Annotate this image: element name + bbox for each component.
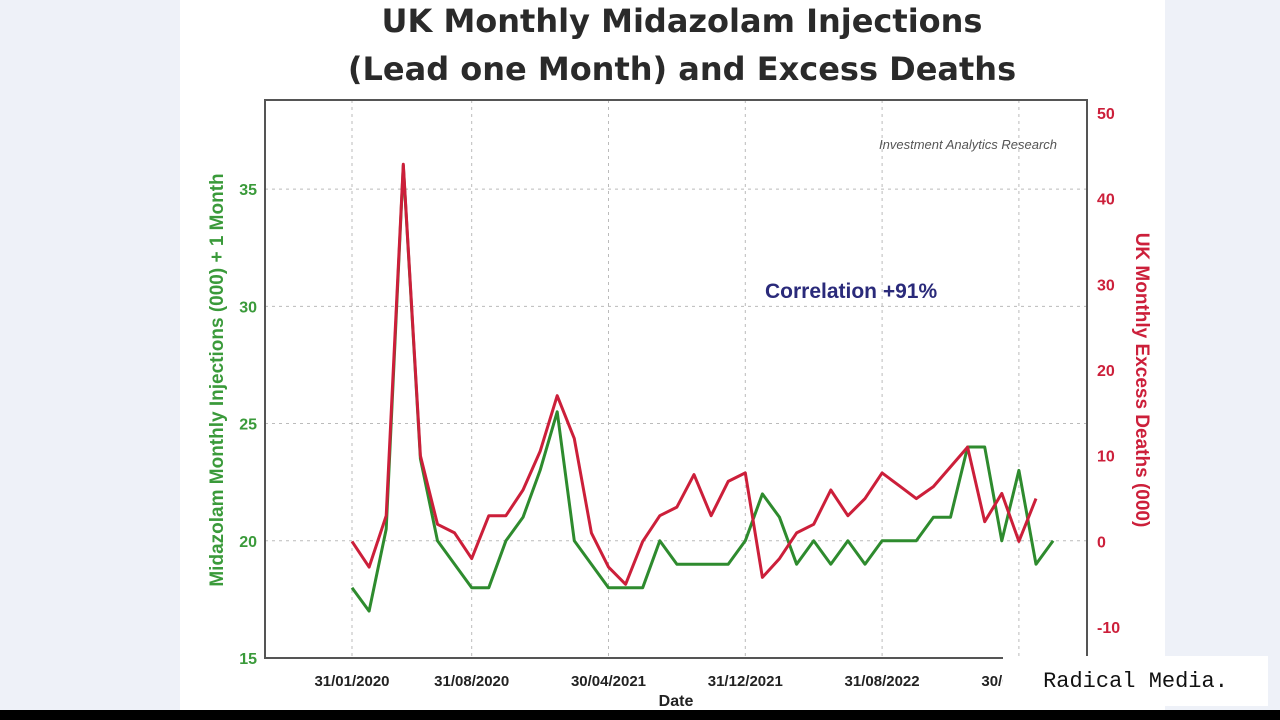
- chart-title-line-1: UK Monthly Midazolam Injections: [382, 2, 983, 40]
- y-right-tick-label: 40: [1097, 192, 1115, 209]
- y-left-tick-label: 20: [239, 534, 257, 551]
- bottom-bar: [0, 710, 1280, 720]
- y-right-tick-label: -10: [1097, 620, 1120, 637]
- chart-title-line-2: (Lead one Month) and Excess Deaths: [348, 50, 1016, 88]
- x-tick-label: 30/04/2021: [571, 673, 646, 690]
- midazolam-series-line: [350, 164, 1055, 613]
- y-right-tick-label: 10: [1097, 449, 1115, 466]
- x-tick-label: 31/08/2020: [434, 673, 509, 690]
- y-left-tick-label: 25: [239, 417, 257, 434]
- chart-panel: [180, 0, 1165, 710]
- x-tick-label: 31/08/2022: [845, 673, 920, 690]
- watermark: Radical Media.: [1003, 656, 1268, 706]
- x-tick-label: 31/01/2020: [314, 673, 389, 690]
- source-note: Investment Analytics Research: [879, 137, 1057, 152]
- y-left-tick-label: 30: [239, 299, 257, 316]
- y-axis-left-label: Midazolam Monthly Injections (000) + 1 M…: [207, 173, 228, 586]
- y-axis-right-label: UK Monthly Excess Deaths (000): [1131, 233, 1152, 528]
- y-right-tick-label: 50: [1097, 106, 1115, 123]
- y-right-tick-label: 20: [1097, 363, 1115, 380]
- correlation-annotation: Correlation +91%: [765, 280, 937, 303]
- y-right-tick-label: 30: [1097, 277, 1115, 294]
- x-axis-label: Date: [659, 693, 694, 710]
- y-left-tick-label: 15: [239, 651, 257, 668]
- plot-frame: [264, 99, 1088, 659]
- excess-deaths-series-line: [350, 162, 1038, 586]
- y-left-tick-label: 35: [239, 182, 257, 199]
- x-tick-label: 31/12/2021: [708, 673, 783, 690]
- y-right-tick-label: 0: [1097, 534, 1106, 551]
